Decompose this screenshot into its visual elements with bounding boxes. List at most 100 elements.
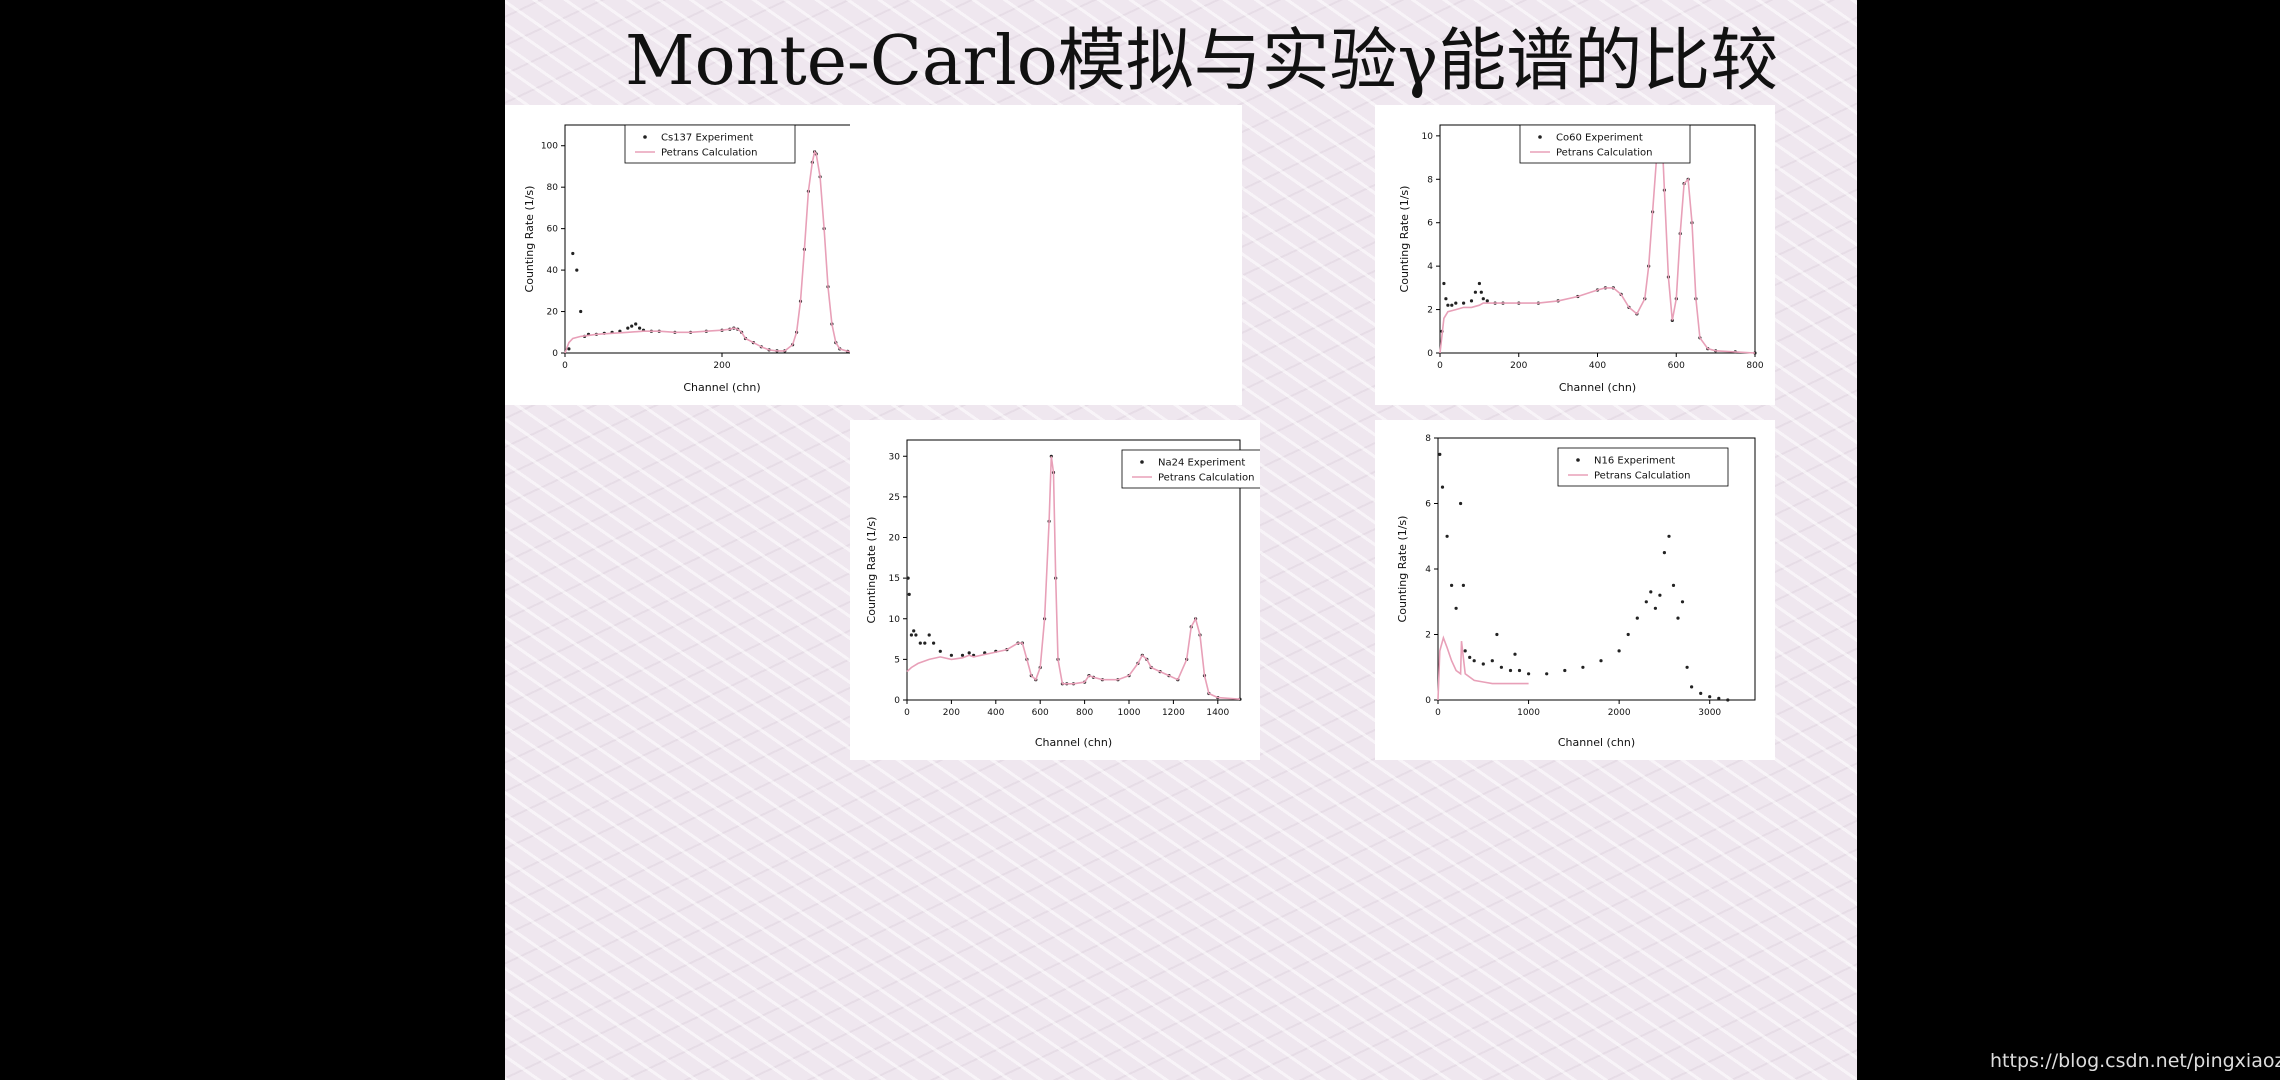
y-tick-label: 20 (547, 308, 559, 318)
chart-cs137 (850, 105, 1242, 405)
data-point-experiment (579, 309, 583, 314)
chart-legend: Na24 Experiment Petrans Calculation (1121, 449, 1260, 489)
data-point-experiment (1513, 652, 1517, 656)
data-point-experiment (1463, 649, 1467, 653)
data-point-experiment (1495, 632, 1499, 637)
y-axis-label: Counting Rate (1/s) (1396, 516, 1409, 623)
x-tick-label: 200 (713, 361, 730, 371)
chart-na24: 0 200 400 600 800 1000 1200 1400 0 5 10 15 20 25 30 Cha… (865, 439, 1260, 749)
data-point-experiment (1508, 668, 1513, 673)
y-axis-label: Counting Rate (1/s) (865, 517, 878, 624)
x-tick-label: 2000 (1608, 708, 1631, 718)
series-line-calculation (1437, 635, 1529, 701)
data-point-experiment (1440, 485, 1445, 489)
data-point-experiment (918, 641, 922, 645)
data-point-experiment (1479, 290, 1483, 294)
data-point-experiment (1699, 691, 1703, 695)
y-tick-label: 0 (894, 696, 900, 706)
data-point-experiment (1667, 534, 1671, 538)
y-tick-label: 8 (1425, 434, 1431, 444)
data-point-experiment (938, 649, 942, 653)
x-tick-label: 800 (1076, 708, 1093, 718)
data-point-experiment (949, 653, 953, 657)
y-tick-label: 0 (1425, 696, 1431, 706)
data-point-experiment (1671, 583, 1676, 587)
x-tick-label: 1400 (1206, 708, 1229, 718)
data-point-experiment (1690, 685, 1694, 689)
y-tick-label: 20 (889, 534, 901, 544)
x-tick-label: 1200 (1162, 708, 1185, 718)
data-point-experiment (626, 326, 630, 330)
legend-label: Co60 Experiment (1556, 133, 1643, 144)
legend-point-swatch (1576, 458, 1580, 462)
x-tick-label: 0 (1435, 708, 1441, 718)
data-point-experiment (1653, 606, 1657, 610)
data-point-experiment (909, 633, 913, 637)
series-line-calculation (1439, 135, 1756, 354)
y-tick-label: 4 (1427, 262, 1433, 272)
legend-label: N16 Experiment (1594, 456, 1675, 467)
chart-panel-n16: 0 1000 2000 3000 0 2 4 6 8 Channel (chn) Counting … (1375, 420, 1775, 760)
x-axis-label: Channel (chn) (683, 381, 760, 394)
chart-panel-cs137 (850, 105, 1242, 405)
x-tick-label: 0 (562, 361, 568, 371)
series-line-calculation (564, 150, 880, 354)
chart-legend: Co60 Experiment Petrans Calculation (1519, 124, 1691, 164)
data-point-experiment (1517, 668, 1522, 673)
x-tick-label: 600 (1668, 361, 1685, 371)
slide-title: Monte-Carlo模拟与实验γ能谱的比较 (625, 22, 1779, 101)
chart-n16: 0 1000 2000 3000 0 2 4 6 8 Channel (chn) Counting … (1396, 434, 1756, 749)
data-point-experiment (1477, 281, 1481, 286)
data-point-experiment (1717, 696, 1721, 700)
data-point-experiment (575, 268, 579, 272)
legend-box (1121, 449, 1260, 489)
data-point-experiment (1438, 452, 1442, 456)
legend-box (1557, 447, 1729, 487)
legend-point-swatch (1140, 460, 1144, 464)
watermark-url: https://blog.csdn.net/pingxiaozhao (1990, 1050, 2280, 1072)
legend-label: Petrans Calculation (1594, 471, 1691, 482)
y-tick-label: 25 (889, 493, 900, 503)
data-point-experiment (1708, 695, 1712, 699)
legend-label: Petrans Calculation (1158, 473, 1255, 484)
y-tick-label: 5 (894, 655, 900, 665)
data-point-experiment (1676, 616, 1680, 620)
chart-legend: Cs137 Experiment Petrans Calculation (624, 124, 796, 164)
y-tick-label: 0 (552, 349, 558, 359)
data-point-experiment (1626, 632, 1630, 637)
data-point-experiment (1581, 665, 1585, 669)
data-point-experiment (1462, 301, 1466, 305)
data-point-experiment (914, 633, 918, 637)
x-tick-label: 3000 (1698, 708, 1721, 718)
x-tick-label: 200 (1510, 361, 1527, 371)
chart-legend: N16 Experiment Petrans Calculation (1557, 447, 1729, 487)
y-tick-label: 4 (1425, 565, 1431, 575)
data-point-experiment (1527, 672, 1531, 676)
data-point-experiment (1726, 698, 1730, 702)
data-point-experiment (907, 592, 911, 596)
data-point-experiment (1635, 616, 1639, 620)
x-axis-label: Channel (chn) (1558, 736, 1635, 749)
data-point-experiment (927, 633, 931, 637)
data-point-experiment (638, 326, 642, 330)
y-tick-label: 60 (547, 225, 559, 235)
y-tick-label: 0 (1427, 349, 1433, 359)
data-point-experiment (1649, 590, 1653, 594)
data-point-experiment (932, 641, 936, 645)
data-point-experiment (967, 651, 971, 655)
data-point-experiment (634, 322, 638, 326)
x-axis-label: Channel (chn) (1035, 736, 1112, 749)
x-axis-label: Channel (chn) (1559, 381, 1636, 394)
y-tick-label: 15 (889, 574, 900, 584)
data-point-experiment (630, 324, 634, 328)
data-point-experiment (1662, 551, 1666, 555)
chart-panel-cs137: 0200400020406080100Channel (chn)Counting… (505, 105, 897, 405)
y-tick-label: 40 (547, 266, 559, 276)
data-point-experiment (567, 347, 571, 351)
data-point-experiment (1454, 606, 1458, 610)
y-axis-label: Counting Rate (1/s) (523, 186, 536, 293)
y-tick-label: 10 (1422, 132, 1434, 142)
data-point-experiment (1658, 593, 1662, 597)
y-tick-label: 100 (541, 142, 558, 152)
data-point-experiment (1469, 299, 1474, 303)
